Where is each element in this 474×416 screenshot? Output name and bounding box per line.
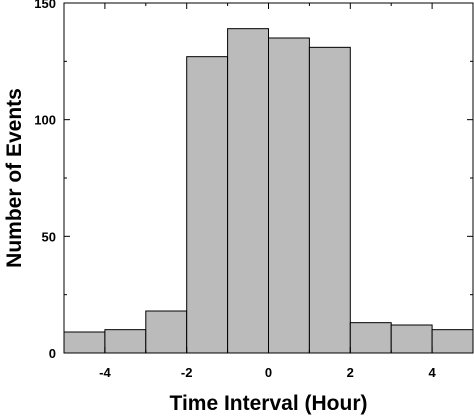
x-tick-label: 2 — [347, 365, 354, 380]
histogram-bar — [308, 46, 351, 354]
bars-group — [63, 28, 474, 354]
histogram-bar — [268, 37, 310, 354]
histogram-bar — [145, 310, 188, 354]
histogram-bar — [349, 322, 392, 354]
x-axis-title: Time Interval (Hour) — [170, 392, 368, 415]
plot-frame — [63, 2, 474, 354]
y-tick-label: 150 — [34, 0, 56, 11]
y-axis-title: Number of Events — [3, 88, 26, 268]
histogram-bar — [390, 324, 433, 354]
histogram-bar — [104, 329, 147, 354]
histogram-bar — [431, 329, 474, 354]
histogram-bar — [227, 28, 270, 354]
y-tick-label: 100 — [34, 113, 56, 128]
y-tick-label: 0 — [49, 346, 56, 361]
histogram-bar — [63, 331, 106, 354]
x-tick-label: 0 — [265, 365, 272, 380]
y-tick-label: 50 — [42, 229, 56, 244]
x-tick-label: -4 — [99, 365, 111, 380]
x-tick-label: -2 — [181, 365, 193, 380]
ticks-group: -4 -2 0 2 4 0 50 100 150 — [34, 0, 474, 380]
histogram-bar — [186, 56, 229, 354]
x-tick-label: 4 — [428, 365, 436, 380]
